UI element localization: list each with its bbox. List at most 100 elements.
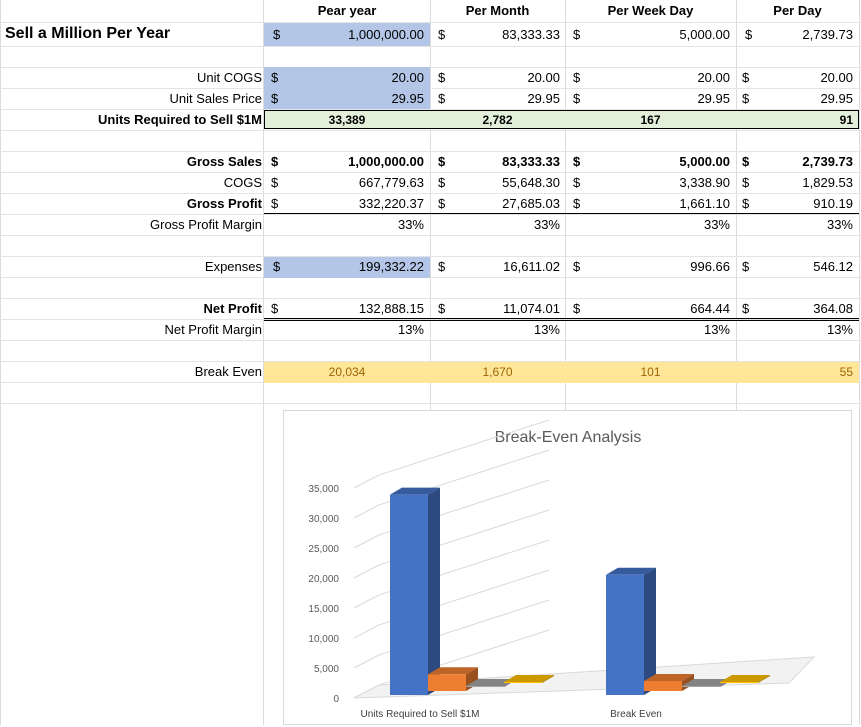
break-even-year[interactable]: 20,034: [328, 365, 366, 379]
units-required-week[interactable]: 167: [640, 113, 661, 127]
gridline: [353, 479, 550, 549]
dollar-sign: $: [271, 301, 279, 316]
bar: [466, 685, 504, 687]
gross-profit-week[interactable]: 1,661.10: [679, 196, 730, 211]
chart-svg: Break-Even Analysis 35,000 30,000 25,000 20…: [308, 419, 816, 720]
dollar-sign: $: [273, 259, 281, 274]
gross-profit-year[interactable]: 332,220.37: [358, 196, 424, 211]
dollar-sign: $: [438, 196, 446, 211]
net-margin-label: Net Profit Margin: [164, 322, 262, 337]
net-profit-month[interactable]: 11,074.01: [503, 301, 560, 316]
cogs-label: COGS: [223, 175, 262, 190]
y-tick-label: 15,000: [308, 604, 339, 615]
bar-side: [542, 675, 554, 683]
units-required-fill: [264, 110, 859, 129]
dollar-sign: $: [271, 154, 279, 169]
dollar-sign: $: [271, 91, 279, 106]
gross-sales-year[interactable]: 1,000,000.00: [348, 154, 424, 169]
expenses-month[interactable]: 16,611.02: [503, 259, 560, 274]
net-margin-day[interactable]: 13%: [826, 322, 853, 337]
top-year-cell[interactable]: 1,000,000.00: [348, 27, 424, 42]
net-margin-year[interactable]: 13%: [397, 322, 424, 337]
units-required-year[interactable]: 33,389: [328, 113, 366, 127]
gross-profit-month[interactable]: 27,685.03: [502, 196, 560, 211]
unit-cogs-label: Unit COGS: [196, 70, 262, 85]
dollar-sign: $: [573, 196, 581, 211]
dollar-sign: $: [438, 259, 446, 274]
cogs-week[interactable]: 3,338.90: [679, 175, 730, 190]
dollar-sign: $: [573, 70, 581, 85]
dollar-sign: $: [438, 27, 446, 42]
gross-sales-week[interactable]: 5,000.00: [679, 154, 730, 169]
gross-margin-year[interactable]: 33%: [397, 217, 424, 232]
top-week-cell[interactable]: 5,000.00: [679, 27, 730, 42]
dollar-sign: $: [573, 175, 581, 190]
header-month: Per Month: [465, 3, 530, 18]
gridline: [353, 509, 550, 579]
dollar-sign: $: [271, 175, 279, 190]
y-tick-label: 30,000: [308, 514, 339, 525]
gross-profit-label: Gross Profit: [186, 196, 262, 211]
expenses-fill: [264, 257, 430, 278]
net-profit-week[interactable]: 664.44: [690, 301, 730, 316]
net-margin-month[interactable]: 13%: [533, 322, 560, 337]
dollar-sign: $: [438, 91, 446, 106]
y-tick-label: 25,000: [308, 544, 339, 555]
break-even-month[interactable]: 1,670: [482, 365, 513, 379]
net-profit-double-underline: [264, 318, 859, 321]
bar-top: [682, 679, 732, 686]
unit-cogs-day[interactable]: 20.00: [820, 70, 853, 85]
y-tick-label: 35,000: [308, 484, 339, 495]
bar: [504, 682, 542, 683]
gross-margin-label: Gross Profit Margin: [150, 217, 262, 232]
dollar-sign: $: [742, 175, 750, 190]
gross-margin-week[interactable]: 33%: [703, 217, 730, 232]
expenses-week[interactable]: 996.66: [690, 259, 730, 274]
net-profit-day[interactable]: 364.08: [813, 301, 853, 316]
top-month-cell[interactable]: 83,333.33: [502, 27, 560, 42]
y-tick-label: 20,000: [308, 574, 339, 585]
input-fill-top: [264, 23, 430, 46]
unit-price-year[interactable]: 29.95: [391, 91, 424, 106]
gross-margin-day[interactable]: 33%: [826, 217, 853, 232]
units-required-month[interactable]: 2,782: [482, 113, 513, 127]
dollar-sign: $: [438, 301, 446, 316]
unit-cogs-month[interactable]: 20.00: [527, 70, 560, 85]
net-margin-week[interactable]: 13%: [703, 322, 730, 337]
cogs-year[interactable]: 667,779.63: [358, 175, 424, 190]
dollar-sign: $: [742, 196, 750, 211]
expenses-day[interactable]: 546.12: [813, 259, 853, 274]
break-even-day[interactable]: 55: [839, 365, 853, 379]
gross-sales-month[interactable]: 83,333.33: [502, 154, 560, 169]
unit-price-week[interactable]: 29.95: [697, 91, 730, 106]
break-even-week[interactable]: 101: [640, 365, 661, 379]
gross-profit-day[interactable]: 910.19: [813, 196, 853, 211]
sheet-title: Sell a Million Per Year: [5, 25, 171, 42]
cogs-day[interactable]: 1,829.53: [802, 175, 853, 190]
dollar-sign: $: [438, 154, 446, 169]
x-category-label: Break Even: [610, 709, 662, 720]
gross-sales-day[interactable]: 2,739.73: [802, 154, 853, 169]
y-tick-label: 0: [333, 694, 339, 705]
header-day: Per Day: [773, 3, 822, 18]
input-fill-cogs: [264, 67, 430, 109]
unit-cogs-year[interactable]: 20.00: [391, 70, 424, 85]
unit-price-day[interactable]: 29.95: [820, 91, 853, 106]
bar: [428, 674, 466, 691]
gridline: [353, 449, 550, 519]
units-required-day[interactable]: 91: [839, 113, 853, 127]
dollar-sign: $: [438, 175, 446, 190]
expenses-year[interactable]: 199,332.22: [358, 259, 424, 274]
break-even-fill: [264, 362, 859, 383]
unit-price-month[interactable]: 29.95: [527, 91, 560, 106]
bar-top: [504, 675, 554, 682]
unit-cogs-week[interactable]: 20.00: [697, 70, 730, 85]
break-even-chart[interactable]: Break-Even Analysis 35,000 30,000 25,000 20…: [283, 410, 852, 725]
top-day-cell[interactable]: 2,739.73: [802, 27, 853, 42]
net-profit-year[interactable]: 132,888.15: [358, 301, 424, 316]
dollar-sign: $: [573, 259, 581, 274]
gross-margin-month[interactable]: 33%: [533, 217, 560, 232]
bar-side: [758, 675, 770, 683]
bar-top: [644, 673, 694, 681]
cogs-month[interactable]: 55,648.30: [502, 175, 560, 190]
